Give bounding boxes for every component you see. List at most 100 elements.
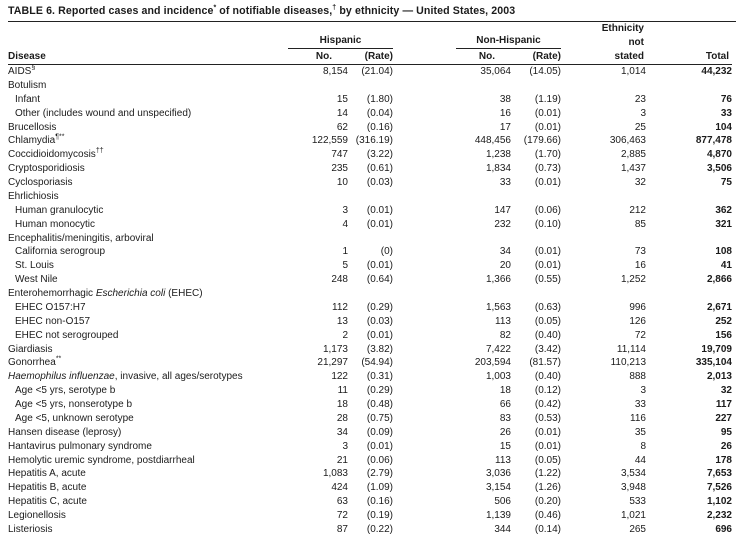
hispanic-rate-cell [348, 190, 393, 204]
hispanic-no-cell: 18 [336, 399, 348, 410]
disease-name-cell: Botulism [8, 79, 47, 91]
hispanic-no-cell: 248 [331, 274, 348, 286]
table-row: Gonorrhea** 21,297 (54.94) 203,594 (81.57) 11… [8, 356, 732, 370]
non-hispanic-no-cell: 506 [494, 496, 511, 508]
table-row: Legionellosis 72 (0.19) 1,139 (0.46) 1,021 2,2… [8, 509, 732, 523]
ethnicity-not-stated-cell: 2,885 [620, 149, 646, 161]
hispanic-rate-cell: (0) [380, 246, 393, 258]
column-header-rate-non-hispanic: (Rate) [511, 49, 561, 65]
ethnicity-not-stated-cell: 212 [629, 204, 646, 216]
non-hispanic-rate-cell: (0.20) [534, 496, 561, 508]
hispanic-no-cell: 11 [337, 385, 348, 397]
non-hispanic-rate-cell: (0.42) [534, 399, 561, 410]
hispanic-rate-cell: (3.22) [366, 149, 393, 161]
ethnicity-not-stated-cell: 73 [634, 246, 646, 258]
non-hispanic-no-cell: 82 [499, 329, 511, 341]
non-hispanic-no-cell: 34 [499, 246, 511, 258]
hispanic-no-cell: 13 [336, 315, 348, 327]
disease-name-cell: EHEC O157:H7 [15, 301, 86, 313]
non-hispanic-rate-cell: (0.53) [534, 412, 561, 424]
disease-name-cell: Other (includes wound and unspecified) [15, 107, 192, 119]
hispanic-no-cell: 14 [336, 107, 348, 119]
hispanic-no-cell: 34 [336, 426, 348, 438]
total-cell: 44,232 [701, 66, 732, 77]
total-cell: 104 [715, 121, 732, 133]
table-row: Cryptosporidiosis 235 (0.61) 1,834 (0.73) 1,4… [8, 162, 732, 176]
non-hispanic-rate-cell: (0.73) [534, 163, 561, 175]
disease-name-cell: AIDS§ [8, 64, 36, 77]
non-hispanic-rate-cell [511, 79, 561, 93]
non-hispanic-no-cell: 16 [499, 107, 511, 119]
hispanic-no-cell: 28 [336, 412, 348, 424]
disease-name-cell: Age <5, unknown serotype [15, 412, 134, 424]
non-hispanic-rate-cell: (0.05) [534, 315, 561, 327]
hispanic-no-cell [288, 190, 348, 204]
table-body: AIDS§ 8,154 (21.04) 35,064 (14.05) 1,014 44,23… [8, 65, 732, 537]
total-cell [646, 287, 732, 301]
total-cell: 321 [715, 218, 732, 230]
disease-name-cell: Giardiasis [8, 343, 53, 355]
non-hispanic-no-cell: 1,139 [485, 510, 511, 521]
total-cell: 2,013 [706, 371, 732, 383]
hispanic-no-cell: 122 [331, 371, 348, 383]
total-cell: 41 [720, 260, 732, 272]
ethnicity-not-stated-cell: 888 [629, 371, 646, 383]
hispanic-rate-cell: (0.64) [366, 274, 393, 286]
hispanic-no-cell: 112 [332, 301, 348, 313]
ethnicity-not-stated-cell: 996 [629, 301, 646, 313]
non-hispanic-rate-cell: (0.14) [534, 523, 561, 535]
non-hispanic-no-cell: 203,594 [474, 357, 511, 369]
ethnicity-not-stated-cell: 533 [629, 496, 646, 508]
hispanic-no-cell: 3 [342, 440, 348, 452]
disease-name-cell: California serogroup [15, 246, 106, 258]
non-hispanic-no-cell: 26 [499, 426, 511, 438]
disease-name-cell: EHEC non-O157 [15, 315, 91, 327]
hispanic-rate-cell: (0.29) [366, 301, 393, 313]
disease-name-cell: Enterohemorrhagic Escherichia coli (EHEC… [8, 288, 203, 299]
disease-name-cell: Hantavirus pulmonary syndrome [8, 440, 152, 452]
non-hispanic-no-cell: 7,422 [485, 343, 511, 355]
total-cell: 877,478 [695, 135, 732, 147]
ethnicity-not-stated-cell: 126 [629, 315, 646, 327]
disease-name-cell: Infant [15, 93, 41, 105]
total-cell: 76 [720, 93, 732, 105]
ethnicity-not-stated-cell: 3,534 [620, 468, 646, 480]
disease-name-cell: Brucellosis [8, 121, 57, 133]
column-header-total: Total [646, 49, 732, 65]
table-row: Human monocytic 4 (0.01) 232 (0.10) 85 321 [8, 218, 732, 232]
total-cell: 7,653 [706, 468, 732, 480]
non-hispanic-rate-cell [511, 287, 561, 301]
ethnicity-not-stated-cell: 306,463 [609, 135, 646, 147]
non-hispanic-rate-cell: (0.06) [534, 204, 561, 216]
hispanic-no-cell: 21,297 [317, 357, 348, 369]
hispanic-rate-cell [348, 287, 393, 301]
table-row: Age <5, unknown serotype 28 (0.75) 83 (0.53)… [8, 412, 732, 426]
table-row: Human granulocytic 3 (0.01) 147 (0.06) 212 362 [8, 204, 732, 218]
table-row: Hepatitis B, acute 424 (1.09) 3,154 (1.26) 3,… [8, 481, 732, 495]
table-row: West Nile 248 (0.64) 1,366 (0.55) 1,252 2,866 [8, 273, 732, 287]
total-cell: 19,709 [701, 343, 732, 355]
hispanic-rate-cell: (0.01) [366, 218, 393, 230]
header-row-columns: Disease No. (Rate) No. (Rate) stated Tot… [8, 49, 732, 65]
ethnicity-not-stated-cell: 1,437 [620, 163, 646, 175]
non-hispanic-rate-cell: (0.55) [534, 274, 561, 286]
table-row: Hepatitis A, acute 1,083 (2.79) 3,036 (1.22)… [8, 467, 732, 481]
disease-name-cell: EHEC not serogrouped [15, 329, 119, 341]
total-cell: 32 [720, 385, 732, 397]
disease-name-cell: Chlamydia¶** [8, 134, 65, 147]
hispanic-rate-cell: (0.48) [366, 399, 393, 410]
ethnicity-not-stated-cell: 72 [634, 329, 646, 341]
table-row: Infant 15 (1.80) 38 (1.19) 23 76 [8, 93, 732, 107]
table-row: California serogroup 1 (0) 34 (0.01) 73 108 [8, 245, 732, 259]
total-cell: 95 [720, 426, 732, 438]
table-row: EHEC non-O157 13 (0.03) 113 (0.05) 126 252 [8, 315, 732, 329]
disease-name-cell: West Nile [15, 274, 58, 286]
non-hispanic-no-cell: 1,003 [485, 371, 511, 383]
ethnicity-not-stated-cell: 32 [634, 177, 646, 188]
hispanic-no-cell: 63 [336, 496, 348, 508]
hispanic-no-cell: 235 [331, 163, 348, 175]
ethnicity-not-stated-cell: 23 [634, 93, 646, 105]
ethnicity-not-stated-cell: 3,948 [620, 482, 646, 494]
disease-name-cell: Ehrlichiosis [8, 190, 59, 202]
ethnicity-not-stated-cell: 1,014 [620, 66, 646, 77]
